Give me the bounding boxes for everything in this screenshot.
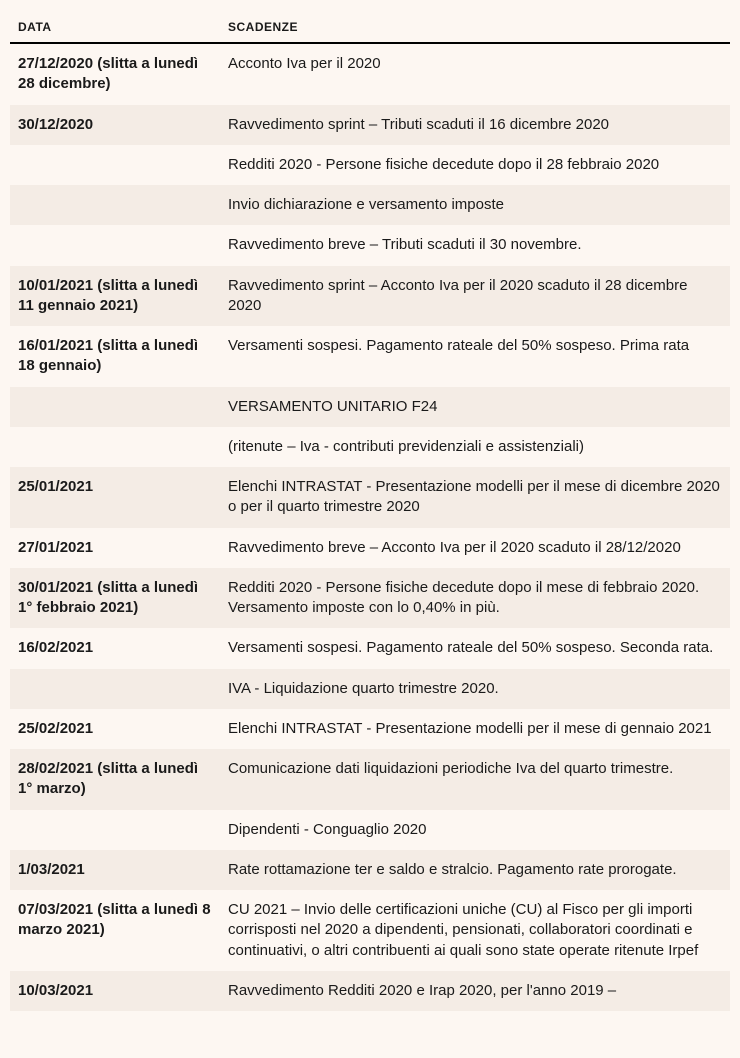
table-row: 10/01/2021 (slitta a lunedì 11 gennaio 2…	[10, 266, 730, 327]
date-cell	[10, 225, 220, 265]
date-cell: 25/02/2021	[10, 709, 220, 749]
table-row: 1/03/2021Rate rottamazione ter e saldo e…	[10, 850, 730, 890]
date-cell	[10, 810, 220, 850]
date-cell: 30/01/2021 (slitta a lunedì 1° febbraio …	[10, 568, 220, 629]
table-row: 07/03/2021 (slitta a lunedì 8 marzo 2021…	[10, 890, 730, 971]
desc-cell: VERSAMENTO UNITARIO F24	[220, 387, 730, 427]
table-row: 16/02/2021Versamenti sospesi. Pagamento …	[10, 628, 730, 668]
date-cell: 16/02/2021	[10, 628, 220, 668]
date-cell: 1/03/2021	[10, 850, 220, 890]
desc-cell: Invio dichiarazione e versamento imposte	[220, 185, 730, 225]
desc-cell: Versamenti sospesi. Pagamento rateale de…	[220, 326, 730, 387]
col-header-data: DATA	[10, 10, 220, 43]
desc-cell: Ravvedimento sprint – Acconto Iva per il…	[220, 266, 730, 327]
table-row: Invio dichiarazione e versamento imposte	[10, 185, 730, 225]
desc-cell: Acconto Iva per il 2020	[220, 43, 730, 105]
table-row: 25/01/2021Elenchi INTRASTAT - Presentazi…	[10, 467, 730, 528]
desc-cell: Elenchi INTRASTAT - Presentazione modell…	[220, 709, 730, 749]
table-body: 27/12/2020 (slitta a lunedì 28 dicembre)…	[10, 43, 730, 1011]
date-cell: 07/03/2021 (slitta a lunedì 8 marzo 2021…	[10, 890, 220, 971]
desc-cell: Elenchi INTRASTAT - Presentazione modell…	[220, 467, 730, 528]
desc-cell: Rate rottamazione ter e saldo e stralcio…	[220, 850, 730, 890]
table-row: 16/01/2021 (slitta a lunedì 18 gennaio)V…	[10, 326, 730, 387]
table-row: Dipendenti - Conguaglio 2020	[10, 810, 730, 850]
table-row: 30/12/2020Ravvedimento sprint – Tributi …	[10, 105, 730, 145]
date-cell: 30/12/2020	[10, 105, 220, 145]
table-row: Ravvedimento breve – Tributi scaduti il …	[10, 225, 730, 265]
desc-cell: (ritenute – Iva - contributi previdenzia…	[220, 427, 730, 467]
date-cell	[10, 427, 220, 467]
table-row: VERSAMENTO UNITARIO F24	[10, 387, 730, 427]
desc-cell: Ravvedimento breve – Tributi scaduti il …	[220, 225, 730, 265]
date-cell: 27/12/2020 (slitta a lunedì 28 dicembre)	[10, 43, 220, 105]
table-row: 27/01/2021Ravvedimento breve – Acconto I…	[10, 528, 730, 568]
date-cell	[10, 145, 220, 185]
desc-cell: CU 2021 – Invio delle certificazioni uni…	[220, 890, 730, 971]
desc-cell: Versamenti sospesi. Pagamento rateale de…	[220, 628, 730, 668]
date-cell: 25/01/2021	[10, 467, 220, 528]
scadenze-table: DATA SCADENZE 27/12/2020 (slitta a luned…	[10, 10, 730, 1011]
table-row: 27/12/2020 (slitta a lunedì 28 dicembre)…	[10, 43, 730, 105]
date-cell	[10, 185, 220, 225]
table-row: IVA - Liquidazione quarto trimestre 2020…	[10, 669, 730, 709]
date-cell: 10/01/2021 (slitta a lunedì 11 gennaio 2…	[10, 266, 220, 327]
table-row: 30/01/2021 (slitta a lunedì 1° febbraio …	[10, 568, 730, 629]
desc-cell: Comunicazione dati liquidazioni periodic…	[220, 749, 730, 810]
col-header-scadenze: SCADENZE	[220, 10, 730, 43]
date-cell: 27/01/2021	[10, 528, 220, 568]
date-cell	[10, 669, 220, 709]
desc-cell: Ravvedimento breve – Acconto Iva per il …	[220, 528, 730, 568]
table-row: (ritenute – Iva - contributi previdenzia…	[10, 427, 730, 467]
date-cell: 16/01/2021 (slitta a lunedì 18 gennaio)	[10, 326, 220, 387]
table-row: 28/02/2021 (slitta a lunedì 1° marzo)Com…	[10, 749, 730, 810]
table-header-row: DATA SCADENZE	[10, 10, 730, 43]
table-row: 10/03/2021Ravvedimento Redditi 2020 e Ir…	[10, 971, 730, 1011]
desc-cell: Redditi 2020 - Persone fisiche decedute …	[220, 145, 730, 185]
desc-cell: Redditi 2020 - Persone fisiche decedute …	[220, 568, 730, 629]
date-cell: 28/02/2021 (slitta a lunedì 1° marzo)	[10, 749, 220, 810]
date-cell	[10, 387, 220, 427]
desc-cell: Ravvedimento sprint – Tributi scaduti il…	[220, 105, 730, 145]
desc-cell: IVA - Liquidazione quarto trimestre 2020…	[220, 669, 730, 709]
table-row: Redditi 2020 - Persone fisiche decedute …	[10, 145, 730, 185]
table-row: 25/02/2021Elenchi INTRASTAT - Presentazi…	[10, 709, 730, 749]
date-cell: 10/03/2021	[10, 971, 220, 1011]
desc-cell: Dipendenti - Conguaglio 2020	[220, 810, 730, 850]
desc-cell: Ravvedimento Redditi 2020 e Irap 2020, p…	[220, 971, 730, 1011]
